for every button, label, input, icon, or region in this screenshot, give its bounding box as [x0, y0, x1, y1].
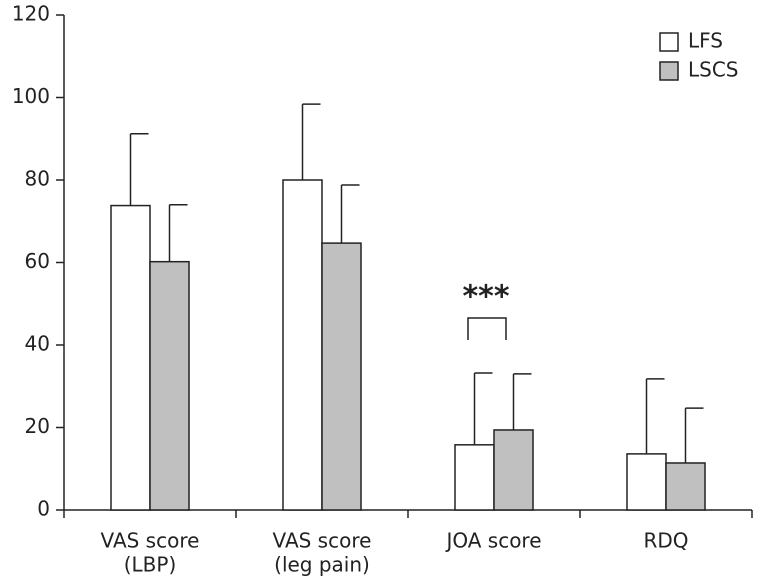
x-tick-label: RDQ [643, 529, 688, 553]
bar [454, 444, 495, 511]
bar [665, 462, 706, 511]
legend-label: LFS [688, 29, 723, 53]
annotation: *** [462, 280, 509, 315]
bar [493, 429, 534, 511]
bar [626, 453, 667, 511]
y-tick-label: 60 [25, 249, 50, 273]
y-tick-label: 80 [25, 167, 50, 191]
legend-swatch [659, 61, 679, 81]
x-tick-label: VAS score [273, 529, 372, 553]
x-tick-label: (LBP) [124, 553, 177, 577]
x-tick-label: (leg pain) [274, 553, 370, 577]
y-tick-label: 100 [12, 84, 50, 108]
y-tick-label: 40 [25, 332, 50, 356]
x-tick-label: JOA score [444, 529, 541, 553]
bar [321, 242, 362, 511]
y-tick-label: 120 [12, 2, 50, 26]
bar [110, 204, 151, 511]
bar [282, 179, 323, 511]
y-tick-label: 20 [25, 414, 50, 438]
legend-swatch [659, 32, 679, 52]
bar [149, 260, 190, 511]
legend-label: LSCS [688, 58, 739, 82]
x-tick-label: VAS score [101, 529, 200, 553]
significance-bracket [467, 317, 507, 340]
y-tick-label: 0 [37, 497, 50, 521]
